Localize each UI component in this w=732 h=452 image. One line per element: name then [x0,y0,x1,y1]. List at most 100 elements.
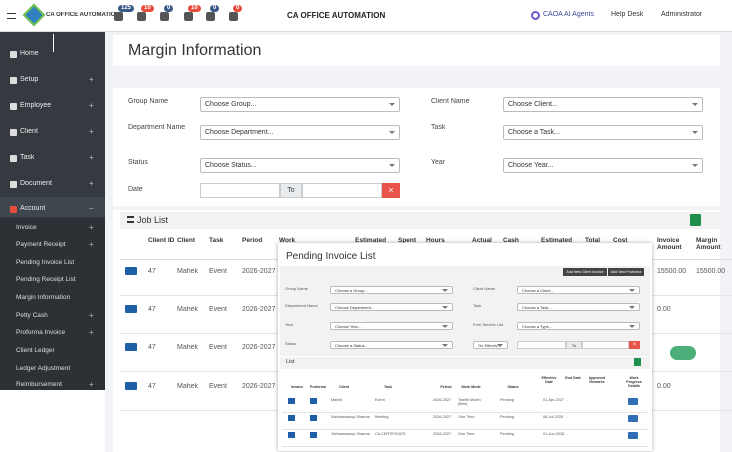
popup-select[interactable]: Choose a Task... [517,303,640,311]
badge: 0 [210,5,220,12]
expand-button[interactable] [125,305,137,313]
cell: 2026-2027 [242,344,276,351]
column-header: Invoice Amount [657,237,682,252]
popup-select[interactable]: Choose a Group... [330,286,453,294]
popup-label: Status [285,342,297,346]
filter-label: Task [431,124,446,131]
column-header: Actual [472,237,492,244]
popup-cell: One Time [458,432,475,436]
popup-button[interactable]: Add New Client Invoice [563,268,607,276]
expand-button[interactable] [125,343,137,351]
expand-button[interactable] [125,267,137,275]
popup-cell: Twelth Month (filed) [458,398,481,407]
nav-item[interactable]: Account [20,205,46,212]
user-menu[interactable]: Administrator [661,11,703,18]
nav-icon [10,129,17,136]
sub-nav-item[interactable]: Proforma Invoice [16,329,66,336]
header-icon[interactable] [137,12,146,21]
popup-column-header: Approved Remarks [588,376,606,385]
sub-nav-item[interactable]: Ledger Adjustment [16,365,71,372]
ai-icon [531,11,540,20]
filter-select[interactable]: Choose Status... [200,158,400,173]
nav-item[interactable]: Employee [20,102,52,109]
popup-select[interactable]: Choose a Type... [517,322,640,330]
nav-toggle: − [89,204,94,213]
action-icon[interactable] [670,346,696,360]
cell: Mahek [177,344,199,351]
progress-button[interactable] [628,398,638,405]
progress-button[interactable] [628,415,638,422]
popup-cell: - [567,432,569,436]
help-desk[interactable]: Help Desk [611,11,644,18]
progress-button[interactable] [628,432,638,439]
invoice-button[interactable] [288,398,295,404]
popup-date-from[interactable] [517,341,566,349]
popup-row-line [282,446,648,447]
popup-button[interactable]: Add New Proforma [608,268,644,276]
invoice-button[interactable] [288,432,295,438]
nav-toggle: + [89,311,94,320]
badge: 0 [233,5,243,12]
job-title: Job List [137,215,169,225]
cell: 15500.00 [657,268,687,275]
header-icon[interactable] [206,12,215,21]
invoice-button[interactable] [288,415,295,421]
nav-item[interactable]: Client [20,128,38,135]
popup-date-until[interactable] [582,341,629,349]
filter-label: Group Name [128,98,169,105]
nav-item[interactable]: Setup [20,76,39,83]
popup-cell: Pending [500,432,514,436]
nav-toggle: + [89,380,94,389]
column-header: Cost [613,237,628,244]
popup-clear[interactable]: × [629,341,640,349]
nav-icon [10,206,17,213]
date-from[interactable] [200,183,280,198]
popup-select[interactable]: Choose a Status... [330,341,453,349]
filter-select[interactable]: Choose Client... [503,97,703,112]
column-header: Hours [426,237,445,244]
sub-nav-item[interactable]: Payment Receipt [16,241,66,248]
cell: 2026-2027 [242,268,276,275]
filter-select[interactable]: Choose a Task... [503,125,703,140]
expand-button[interactable] [125,382,137,390]
filter-select[interactable]: Choose Department... [200,125,400,140]
active-item [0,197,105,217]
sidebar-divider [53,34,54,52]
ai-agents[interactable]: CAOA AI Agents [543,11,594,18]
proforma-button[interactable] [310,432,317,438]
clear-button[interactable]: × [382,183,400,198]
header-icon[interactable] [114,12,123,21]
sub-nav-item[interactable]: Petty Cash [16,312,48,319]
nav-item[interactable]: Task [20,154,35,161]
popup-cell: 01-Jun-2026 [543,432,565,436]
popup-cell: One Time [458,415,475,419]
sub-nav-item[interactable]: Reimbursement [16,381,62,388]
sub-nav-item[interactable]: Pending Receipt List [16,276,76,283]
popup-select[interactable]: Choose Year... [330,322,453,330]
filter-select[interactable]: Choose Year... [503,158,703,173]
header-icon[interactable] [160,12,169,21]
date-until[interactable] [302,183,382,198]
sub-nav-item[interactable]: Invoice [16,224,37,231]
popup-label: Year [285,323,294,327]
filter-select[interactable]: Choose Group... [200,97,400,112]
popup-column-header: Work Progress Details [626,376,642,389]
nav-item[interactable]: Home [20,50,39,57]
popup-date-type[interactable]: On Effectiv... [473,341,508,349]
sub-nav-item[interactable]: Pending Invoice List [16,259,75,266]
nav-icon [10,77,17,84]
popup-label: Group Name [285,287,308,291]
popup-select[interactable]: Choose a Client... [517,286,640,294]
badge: 10 [188,5,201,12]
header-icon[interactable] [229,12,238,21]
popup-select[interactable]: Choose Department... [330,303,453,311]
sub-nav-item[interactable]: Client Ledger [16,347,55,354]
job-header [120,212,720,229]
nav-item[interactable]: Document [20,180,52,187]
proforma-button[interactable] [310,415,317,421]
header-icon[interactable] [184,12,193,21]
sub-nav-item[interactable]: Margin Information [16,294,71,301]
proforma-button[interactable] [310,398,317,404]
badge: 10 [141,5,154,12]
nav-toggle: + [89,101,94,110]
